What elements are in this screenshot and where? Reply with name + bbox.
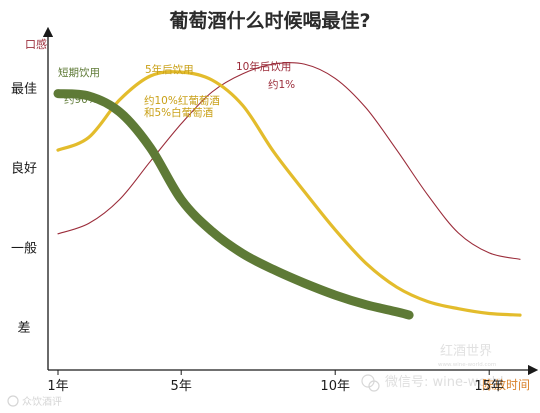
x-tick-label-1: 5年 [171, 379, 192, 394]
curves [53, 62, 522, 320]
series-name-label-0: 短期饮用 [58, 66, 100, 79]
watermark-footer-text: 众饮酒评 [22, 395, 62, 408]
wechat-icon [361, 374, 380, 392]
series-share-label-2-0: 约1% [268, 78, 295, 91]
watermark-wechat-text: 微信号: wine-world [385, 375, 503, 390]
x-tick-labels: 1年 5年 10年 15年 [47, 370, 504, 394]
x-axis-title: 陈放时间 [482, 377, 530, 392]
watermark-brand-url: www.wine-world.com [438, 362, 496, 368]
y-axis-title: 口感 [25, 38, 47, 51]
watermark-wechat: 微信号: wine-world [361, 374, 503, 392]
series-line-1 [56, 70, 522, 317]
y-tick-label-2: 良好 [11, 161, 37, 177]
x-tick-label-2: 10年 [320, 379, 350, 394]
series-share-label-1-1: 和5%白葡萄酒 [144, 106, 214, 119]
series-name-label-1: 5年后饮用 [145, 63, 194, 76]
y-tick-label-3: 最佳 [11, 82, 37, 97]
series-line-2 [57, 62, 521, 260]
series-share-label-1-0: 约10%红葡萄酒 [144, 94, 220, 107]
watermark-brand-text: 红酒世界 [440, 343, 492, 359]
series-line-0 [53, 89, 414, 320]
weibo-icon [7, 395, 19, 407]
series-share-label-0-0: 约90% [64, 93, 98, 106]
y-tick-label-0: 差 [17, 321, 30, 336]
chart-title: 葡萄酒什么时候喝最佳? [169, 9, 370, 32]
x-tick-label-3: 15年 [474, 379, 504, 394]
x-tick-label-0: 1年 [47, 379, 68, 394]
y-tick-label-1: 一般 [11, 240, 37, 256]
watermark-brand: 红酒世界 www.wine-world.com [438, 343, 496, 368]
series-name-label-2: 10年后饮用 [236, 60, 291, 73]
watermark-footer: 众饮酒评 [7, 395, 62, 408]
